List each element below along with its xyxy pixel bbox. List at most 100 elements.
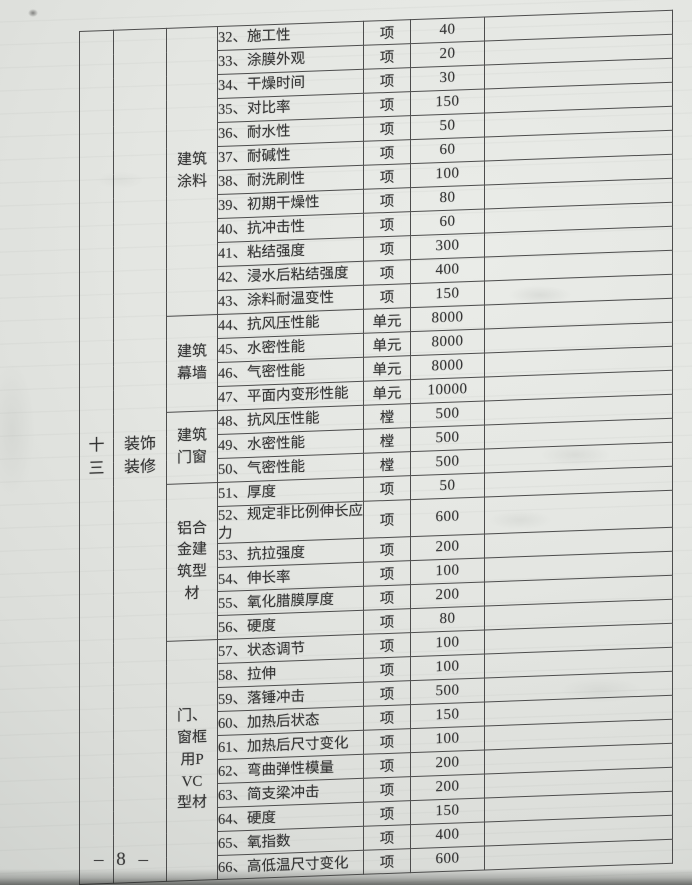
unit-cell: 项 — [363, 43, 411, 70]
unit-cell-text: 单元 — [372, 385, 402, 403]
price-cell: 150 — [410, 280, 485, 308]
section-number-cell: 十三 — [79, 30, 114, 885]
unit-cell: 项 — [363, 680, 411, 707]
item-cell-text: 48、抗风压性能 — [218, 410, 320, 431]
item-cell-text: 58、拉伸 — [218, 665, 276, 684]
price-cell: 600 — [410, 496, 485, 537]
category-cell: 建筑涂料 — [166, 26, 218, 317]
price-cell-text: 100 — [435, 562, 460, 580]
unit-cell-text: 项 — [379, 481, 395, 499]
unit-cell-text: 项 — [379, 217, 395, 235]
price-cell-text: 8000 — [431, 309, 464, 327]
price-cell: 400 — [410, 256, 485, 284]
unit-cell-text: 项 — [379, 97, 395, 115]
price-cell: 600 — [410, 846, 485, 873]
item-cell-text: 66、高低温尺寸变化 — [218, 855, 349, 876]
unit-cell-text: 项 — [379, 566, 395, 584]
price-cell: 8000 — [410, 328, 485, 356]
unit-cell: 项 — [363, 211, 411, 238]
item-cell-text: 62、弯曲弹性模量 — [218, 759, 334, 780]
price-cell: 20 — [410, 40, 485, 68]
unit-cell: 项 — [363, 139, 411, 166]
unit-cell-text: 项 — [379, 73, 395, 91]
item-cell-text: 52、规定非比例伸长应力 — [218, 502, 363, 543]
section-number-cell-text: 十三 — [88, 437, 105, 478]
item-cell-text: 63、简支梁冲击 — [218, 784, 320, 804]
unit-cell: 项 — [363, 115, 411, 142]
unit-cell: 项 — [363, 163, 411, 190]
item-cell-text: 43、涂料耐温变性 — [218, 290, 334, 311]
item-cell-text: 55、氧化腊膜厚度 — [218, 591, 334, 612]
price-cell-text: 60 — [439, 213, 456, 231]
category-cell-text: 建筑涂料 — [176, 151, 207, 190]
price-cell-text: 30 — [439, 69, 456, 87]
unit-cell-text: 项 — [379, 145, 395, 163]
fee-table: 十三 装饰装修 建筑涂料 32、施工性项 40 33、涂膜外观项 20 34、干燥时间项 30 3… — [79, 10, 673, 885]
unit-cell: 项 — [363, 67, 411, 94]
item-cell-text: 64、硬度 — [218, 809, 276, 828]
price-cell-text: 100 — [435, 634, 460, 652]
page-number: – 8 – — [94, 849, 152, 870]
price-cell: 150 — [410, 88, 485, 116]
unit-cell-text: 项 — [379, 512, 395, 529]
price-cell: 500 — [410, 448, 485, 476]
unit-cell: 项 — [363, 187, 411, 214]
price-cell-text: 200 — [435, 778, 460, 796]
price-cell: 500 — [410, 678, 485, 705]
unit-cell-text: 项 — [379, 758, 395, 776]
unit-cell-text: 项 — [379, 25, 395, 43]
unit-cell: 项 — [363, 499, 411, 539]
price-cell: 50 — [410, 112, 485, 140]
unit-cell-text: 项 — [379, 686, 395, 704]
item-cell-text: 34、干燥时间 — [218, 75, 305, 95]
price-cell-text: 50 — [439, 117, 456, 135]
price-cell-text: 600 — [435, 850, 460, 868]
item-cell-text: 47、平面内变形性能 — [218, 385, 349, 407]
price-cell-text: 60 — [439, 141, 456, 159]
price-cell: 100 — [410, 558, 485, 585]
price-cell-text: 500 — [435, 453, 460, 471]
unit-cell: 项 — [363, 91, 411, 118]
unit-cell: 项 — [363, 752, 411, 779]
item-cell-text: 61、加热后尺寸变化 — [218, 735, 349, 756]
price-cell-text: 20 — [439, 45, 456, 63]
unit-cell: 项 — [363, 848, 411, 875]
unit-cell-text: 项 — [379, 121, 395, 139]
item-cell-text: 56、硬度 — [218, 617, 276, 636]
price-cell-text: 80 — [439, 610, 456, 628]
price-cell: 100 — [410, 654, 485, 681]
unit-cell-text: 项 — [379, 241, 395, 259]
price-cell-text: 40 — [439, 21, 456, 39]
price-cell: 200 — [410, 582, 485, 609]
price-cell-text: 200 — [435, 754, 460, 772]
item-cell-text: 35、对比率 — [218, 99, 291, 119]
fee-table-body: 十三 装饰装修 建筑涂料 32、施工性项 40 33、涂膜外观项 20 34、干燥时间项 30 3… — [79, 10, 673, 885]
price-cell: 400 — [410, 822, 485, 849]
item-cell-text: 41、粘结强度 — [218, 243, 305, 263]
price-cell-text: 150 — [435, 706, 460, 724]
unit-cell: 樘 — [363, 427, 411, 454]
unit-cell-text: 项 — [379, 169, 395, 187]
unit-cell: 单元 — [363, 355, 411, 382]
unit-cell: 项 — [363, 536, 411, 563]
price-cell-text: 200 — [435, 586, 460, 604]
category-cell-text: 建筑幕墙 — [176, 343, 207, 382]
price-cell: 200 — [410, 750, 485, 777]
unit-cell: 项 — [363, 728, 411, 755]
price-cell-text: 500 — [435, 429, 460, 447]
category-cell-text: 建筑门窗 — [176, 427, 207, 466]
item-cell-text: 42、浸水后粘结强度 — [218, 265, 349, 287]
category-cell: 门、窗框用PVC型材 — [166, 639, 218, 882]
unit-cell-text: 项 — [379, 854, 395, 872]
unit-cell: 项 — [363, 632, 411, 659]
unit-cell: 项 — [363, 656, 411, 683]
item-cell-text: 54、伸长率 — [218, 569, 291, 588]
price-cell: 60 — [410, 136, 485, 164]
price-cell: 80 — [410, 606, 485, 633]
price-cell-text: 100 — [435, 658, 460, 676]
unit-cell: 项 — [363, 475, 411, 502]
price-cell-text: 600 — [435, 508, 460, 525]
unit-cell-text: 项 — [379, 542, 395, 560]
item-cell-text: 53、抗拉强度 — [218, 544, 305, 564]
section-name-cell: 装饰装修 — [113, 28, 167, 884]
